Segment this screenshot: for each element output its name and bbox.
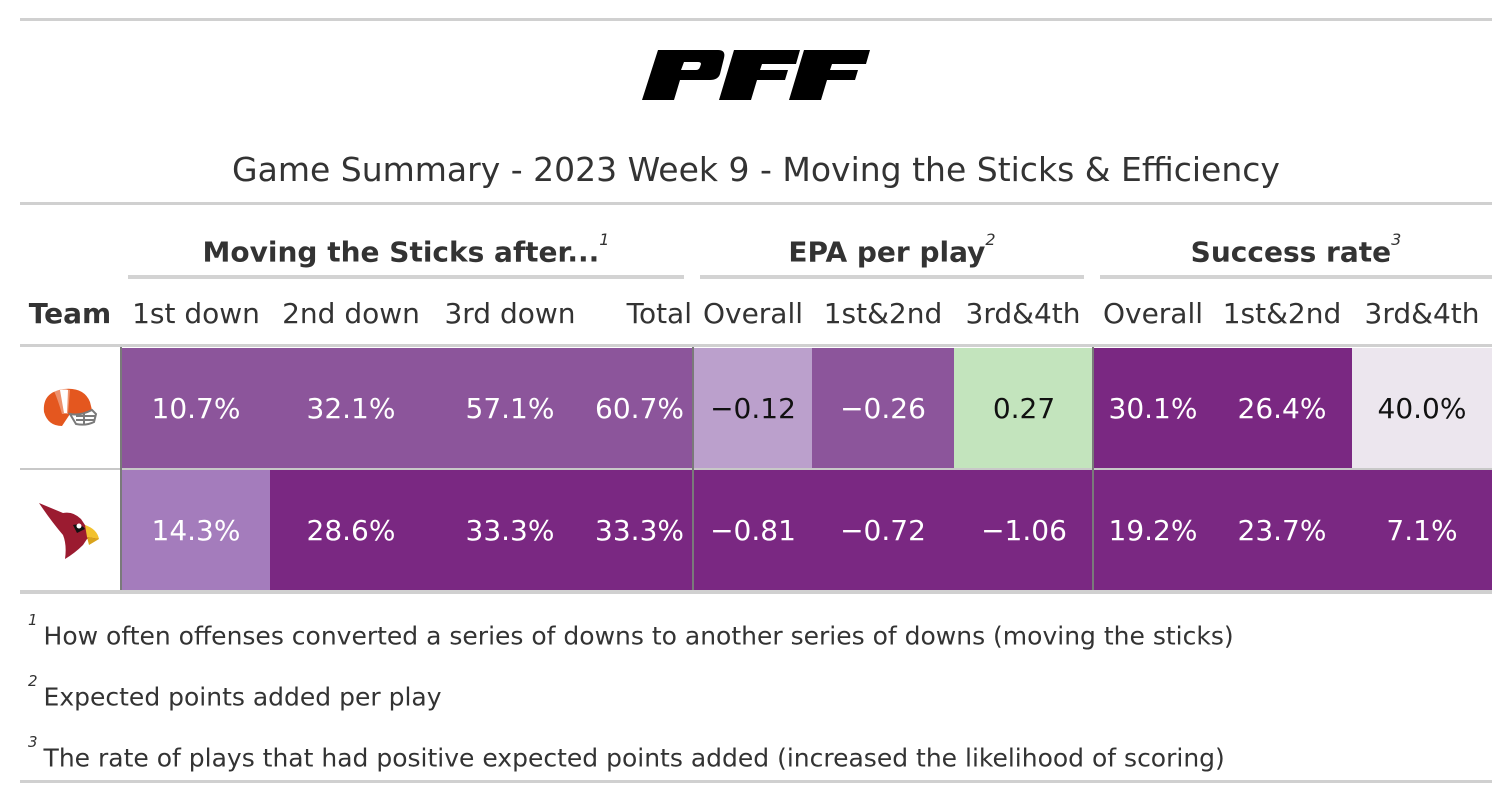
divider-team [120,347,122,590]
spanner-success-rate-rule [1100,275,1492,279]
header-rule [20,344,1492,347]
divider-success [1092,347,1094,590]
cell-row1-total: 60.7% [588,348,694,468]
footnote-3: 3 The rate of plays that had positive exp… [28,732,1225,772]
team-logo-browns [20,348,120,468]
footnote-1: 1 How often offenses converted a series o… [28,610,1234,650]
column-header-2nd-down: 2nd down [282,297,420,330]
column-header-1st-down: 1st down [132,297,260,330]
cell-row1-sr-1st2nd: 26.4% [1212,348,1352,468]
spanner-moving-sticks: Moving the Sticks after...1 [128,224,684,268]
spanner-success-rate-note: 3 [1391,230,1402,249]
spanner-epa-note: 2 [985,230,996,249]
cell-row2-epa-3rd4th: −1.06 [954,470,1094,590]
bottom-rule [20,780,1492,783]
table-title: Game Summary - 2023 Week 9 - Moving the … [232,150,1280,189]
team-logo-cardinals [20,470,120,590]
row-divider [20,468,1492,470]
cell-row1-sr-3rd4th: 40.0% [1352,348,1492,468]
divider-epa [692,347,694,590]
spanner-epa-rule [700,275,1084,279]
cell-row2-sr-1st2nd: 23.7% [1212,470,1352,590]
spanner-epa: EPA per play2 [700,224,1084,268]
pff-logo [642,50,870,100]
browns-helmet-icon [43,388,98,426]
cardinals-head-icon [39,503,99,559]
cell-row2-epa-overall: −0.81 [694,470,812,590]
cell-row2-1st-down: 14.3% [122,470,270,590]
cell-row1-epa-1st2nd: −0.26 [812,348,954,468]
cell-row1-epa-overall: −0.12 [694,348,812,468]
cell-row1-3rd-down: 57.1% [432,348,588,468]
cell-row2-3rd-down: 33.3% [432,470,588,590]
cell-row2-epa-1st2nd: −0.72 [812,470,954,590]
spanner-moving-sticks-note: 1 [599,230,610,249]
cell-row2-total: 33.3% [588,470,694,590]
spanner-success-rate-label: Success rate [1190,235,1392,269]
cell-row1-sr-overall: 30.1% [1094,348,1212,468]
cell-row2-sr-overall: 19.2% [1094,470,1212,590]
cell-row1-1st-down: 10.7% [122,348,270,468]
column-header-epa-overall: Overall [702,297,804,330]
column-header-sr-3rd4th: 3rd&4th [1364,297,1480,330]
spanner-success-rate: Success rate3 [1100,224,1492,268]
column-header-sr-overall: Overall [1102,297,1204,330]
spanner-moving-sticks-label: Moving the Sticks after... [202,235,600,269]
footnote-2: 2 Expected points added per play [28,671,442,711]
footnote-3-mark: 3 [28,733,38,751]
cell-row2-2nd-down: 28.6% [270,470,432,590]
column-header-epa-3rd4th: 3rd&4th [965,297,1081,330]
cell-row1-epa-3rd4th: 0.27 [954,348,1094,468]
cell-row1-2nd-down: 32.1% [270,348,432,468]
footnote-1-mark: 1 [28,611,38,629]
column-header-3rd-down: 3rd down [444,297,576,330]
spanner-moving-sticks-rule [128,275,684,279]
footnote-2-mark: 2 [28,672,38,690]
column-header-epa-1st2nd: 1st&2nd [823,297,943,330]
column-header-sr-1st2nd: 1st&2nd [1222,297,1342,330]
cell-row2-sr-3rd4th: 7.1% [1352,470,1492,590]
column-header-total: Total [626,297,692,330]
body-bottom-rule [20,590,1492,594]
footnote-1-text: How often offenses converted a series of… [43,621,1234,651]
column-header-team: Team [28,297,112,330]
top-rule [20,18,1492,21]
spanner-epa-label: EPA per play [788,235,986,269]
footnote-2-text: Expected points added per play [43,682,442,712]
title-rule [20,202,1492,205]
footnote-3-text: The rate of plays that had positive expe… [43,743,1225,773]
